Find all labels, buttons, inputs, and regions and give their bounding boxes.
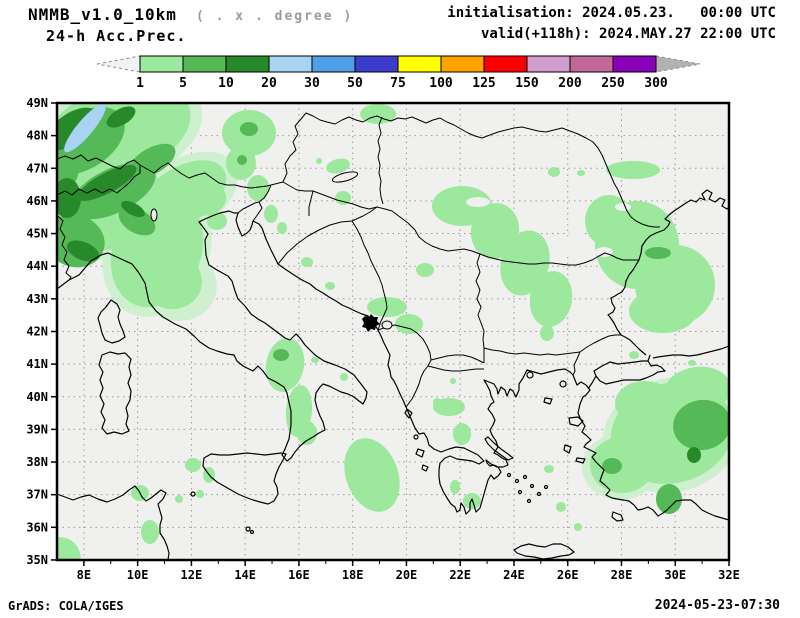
grid-resolution-note: ( . x . degree )	[196, 9, 354, 24]
colorbar-level-label: 250	[601, 76, 625, 91]
x-axis-tick-label: 12E	[181, 568, 203, 582]
precip-colorbar: 1 5 10 20 30 50 75 100 125 150 200 250 300	[96, 55, 701, 91]
grads-credit: GrADS: COLA/IGES	[8, 599, 124, 613]
colorbar-level-labels: 1 5 10 20 30 50 75 100 125 150 200 250 300	[136, 76, 668, 91]
colorbar-cell	[139, 55, 184, 73]
colorbar-cell	[225, 55, 270, 73]
x-axis-tick-label: 10E	[127, 568, 149, 582]
colorbar-cell	[268, 55, 313, 73]
lakes	[150, 171, 393, 330]
y-axis-tick-label: 37N	[26, 488, 48, 502]
y-axis-tick-label: 35N	[26, 553, 48, 567]
colorbar-cell	[397, 55, 442, 73]
y-axis-tick-label: 42N	[26, 324, 48, 338]
colorbar-cells	[139, 55, 657, 73]
x-axis-tick-label: 28E	[611, 568, 633, 582]
colorbar-under-arrow	[96, 55, 141, 73]
x-axis-tick-label: 16E	[288, 568, 310, 582]
coastline-mainland	[57, 210, 729, 521]
colorbar-cell	[612, 55, 657, 73]
islands-aegean	[543, 397, 624, 522]
station-cross-marker	[362, 314, 380, 332]
colorbar-level-label: 5	[179, 76, 187, 91]
colorbar-cell	[483, 55, 528, 73]
colorbar-level-label: 20	[261, 76, 277, 91]
country-borders	[57, 112, 660, 408]
colorbar-over-arrow	[655, 55, 701, 73]
x-axis-tick-label: 26E	[557, 568, 579, 582]
island-crete	[513, 543, 575, 560]
valid-time: valid(+118h): 2024.MAY.27 22:00 UTC	[480, 26, 776, 42]
coastline-north-africa	[57, 485, 170, 560]
colorbar-level-label: 200	[558, 76, 582, 91]
initialisation-time: initialisation: 2024.05.23. 00:00 UTC	[447, 5, 776, 21]
colorbar-cell	[354, 55, 399, 73]
colorbar-level-label: 50	[347, 76, 363, 91]
coastlines	[57, 189, 729, 560]
y-axis-tick-label: 38N	[26, 455, 48, 469]
y-axis-tick-label: 47N	[26, 161, 48, 175]
colorbar-level-label: 300	[644, 76, 668, 91]
x-axis-tick-label: 22E	[449, 568, 471, 582]
y-axis-tick-label: 41N	[26, 357, 48, 371]
y-axis-tick-label: 45N	[26, 227, 48, 241]
y-axis-tick-label: 43N	[26, 292, 48, 306]
coastline-marmara-sea	[587, 354, 666, 390]
lat-lon-gridlines	[57, 103, 729, 560]
colorbar-cell	[440, 55, 485, 73]
island-sardinia	[98, 351, 132, 435]
colorbar-cell	[526, 55, 571, 73]
colorbar-cell	[182, 55, 227, 73]
colorbar-level-label: 75	[390, 76, 406, 91]
axis-ticks	[51, 102, 730, 566]
colorbar-level-label: 100	[429, 76, 453, 91]
colorbar-cell	[569, 55, 614, 73]
y-axis-tick-label: 40N	[26, 390, 48, 404]
x-axis-tick-label: 20E	[396, 568, 418, 582]
creation-timestamp: 2024-05-23-07:30	[654, 598, 780, 613]
colorbar-level-label: 30	[304, 76, 320, 91]
x-axis-tick-label: 18E	[342, 568, 364, 582]
island-corsica	[97, 299, 126, 344]
y-axis-tick-label: 46N	[26, 194, 48, 208]
x-axis-tick-label: 30E	[664, 568, 686, 582]
islands-ionian	[404, 408, 429, 472]
colorbar-level-label: 125	[472, 76, 495, 91]
x-axis-tick-label: 14E	[234, 568, 256, 582]
coastline-black-sea	[607, 189, 729, 359]
y-axis-tick-label: 49N	[26, 96, 48, 110]
product-title: 24-h Acc.Prec.	[46, 27, 187, 45]
y-axis-tick-label: 44N	[26, 259, 48, 273]
y-axis-tick-label: 39N	[26, 422, 48, 436]
precip-very-heavy-layer	[64, 103, 106, 153]
x-axis-tick-label: 32E	[718, 568, 740, 582]
colorbar-level-label: 10	[218, 76, 234, 91]
colorbar-level-label: 150	[515, 76, 539, 91]
x-axis-tick-label: 8E	[77, 568, 91, 582]
precip-map: 8E 10E 12E 14E 16E 18E 20E 22E 24E 26E 28E 30E 32E 49…	[26, 96, 740, 582]
y-axis-tick-label: 48N	[26, 129, 48, 143]
axis-tick-labels: 8E 10E 12E 14E 16E 18E 20E 22E 24E 26E 28E 30E 32E 49…	[26, 96, 740, 582]
island-euboea	[484, 436, 514, 461]
colorbar-level-label: 1	[136, 76, 144, 91]
island-sicily	[202, 452, 287, 505]
x-axis-tick-label: 24E	[503, 568, 525, 582]
colorbar-cell	[311, 55, 356, 73]
model-title: NMMB_v1.0_10km	[28, 5, 177, 24]
y-axis-tick-label: 36N	[26, 520, 48, 534]
